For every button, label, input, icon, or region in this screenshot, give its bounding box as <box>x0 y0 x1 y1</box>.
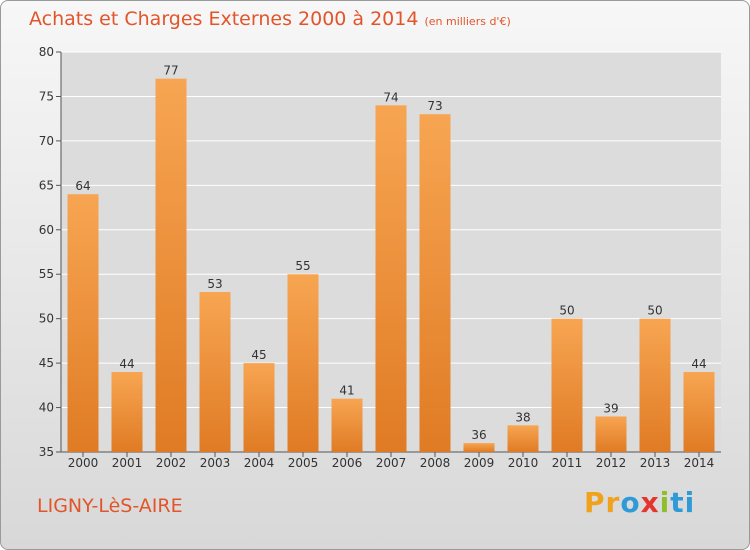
logo-letter: o <box>620 486 641 519</box>
bar-value-label: 44 <box>691 357 706 371</box>
bar <box>463 443 495 452</box>
x-tick-label: 2003 <box>200 456 231 470</box>
bar <box>375 105 407 452</box>
bar-value-label: 50 <box>647 304 662 318</box>
bar-value-label: 77 <box>163 64 178 78</box>
y-tick-label: 75 <box>39 89 54 103</box>
bar <box>595 416 627 452</box>
x-tick-label: 2011 <box>552 456 583 470</box>
logo-letter: P <box>584 486 606 519</box>
x-tick-label: 2004 <box>244 456 275 470</box>
x-tick-label: 2000 <box>68 456 99 470</box>
bar-value-label: 38 <box>515 410 530 424</box>
y-tick-label: 60 <box>39 223 54 237</box>
x-tick-label: 2010 <box>508 456 539 470</box>
bar-value-label: 53 <box>207 277 222 291</box>
y-tick-label: 35 <box>39 445 54 459</box>
bar <box>551 318 583 452</box>
logo-letter: r <box>605 486 621 519</box>
x-tick-label: 2007 <box>376 456 407 470</box>
y-tick-label: 40 <box>39 401 54 415</box>
bar <box>199 292 231 452</box>
bar-value-label: 41 <box>339 384 354 398</box>
x-tick-label: 2013 <box>640 456 671 470</box>
bar <box>111 372 143 452</box>
x-tick-label: 2014 <box>684 456 715 470</box>
bar-value-label: 36 <box>471 428 486 442</box>
proxiti-logo: Proxiti <box>584 486 695 519</box>
bar-value-label: 55 <box>295 259 310 273</box>
bar <box>639 318 671 452</box>
logo-letter: x <box>640 486 660 519</box>
chart-unit: (en milliers d'€) <box>424 15 511 28</box>
bar <box>243 363 275 452</box>
bar <box>507 425 539 452</box>
bar <box>155 78 187 453</box>
bar <box>419 114 451 452</box>
bar-value-label: 73 <box>427 99 442 113</box>
x-tick-label: 2001 <box>112 456 143 470</box>
bar-value-label: 45 <box>251 348 266 362</box>
bar-value-label: 64 <box>75 179 90 193</box>
bar <box>331 398 363 452</box>
bar <box>67 194 99 452</box>
bar-value-label: 39 <box>603 401 618 415</box>
x-tick-label: 2006 <box>332 456 363 470</box>
x-tick-label: 2002 <box>156 456 187 470</box>
bar <box>683 372 715 452</box>
y-tick-label: 70 <box>39 134 54 148</box>
x-tick-label: 2008 <box>420 456 451 470</box>
chart-title-text: Achats et Charges Externes 2000 à 2014 <box>29 8 419 30</box>
x-tick-label: 2009 <box>464 456 495 470</box>
x-tick-label: 2005 <box>288 456 319 470</box>
logo-letter: t <box>670 486 685 519</box>
logo-letter: i <box>684 486 696 519</box>
location-name: LIGNY-LèS-AIRE <box>37 495 183 517</box>
bar-value-label: 44 <box>119 357 134 371</box>
x-tick-label: 2012 <box>596 456 627 470</box>
y-tick-label: 80 <box>39 45 54 59</box>
chart-title: Achats et Charges Externes 2000 à 2014 (e… <box>29 8 511 30</box>
bar-value-label: 50 <box>559 304 574 318</box>
bar <box>287 274 319 452</box>
y-tick-label: 45 <box>39 356 54 370</box>
bar-value-label: 74 <box>383 90 398 104</box>
y-tick-label: 50 <box>39 312 54 326</box>
y-tick-label: 65 <box>39 178 54 192</box>
y-tick-label: 55 <box>39 267 54 281</box>
logo-letter: i <box>659 486 671 519</box>
